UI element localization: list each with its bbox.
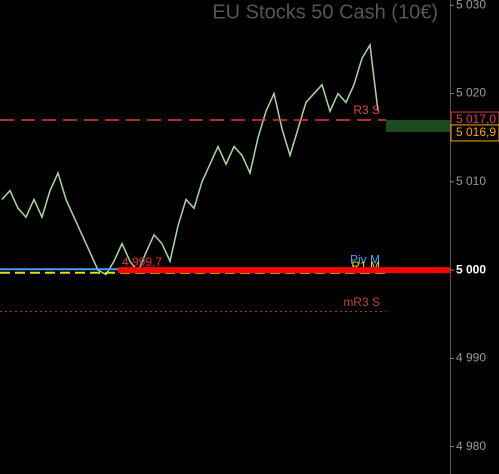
y-tick-label: 5 010	[456, 174, 486, 188]
price-line	[1, 42, 379, 276]
y-tick-label: 5 000	[456, 262, 486, 276]
level-label: Piv M	[350, 252, 380, 266]
y-tick-label: 4 990	[456, 351, 486, 365]
level-label: R3 S	[353, 103, 380, 117]
low-label: 4 999,7	[122, 255, 162, 269]
y-tick-label: 4 980	[456, 439, 486, 453]
last-price-band	[386, 120, 450, 133]
last-price-box	[450, 124, 499, 142]
level-label: mR3 S	[343, 295, 380, 309]
y-tick-label: 5 030	[456, 0, 486, 11]
chart-title: EU Stocks 50 Cash (10€)	[212, 1, 438, 23]
level-value-label: 5 017,0	[456, 112, 496, 126]
last-price-label: 5 016,9	[456, 125, 496, 139]
y-tick-label: 5 020	[456, 86, 486, 100]
